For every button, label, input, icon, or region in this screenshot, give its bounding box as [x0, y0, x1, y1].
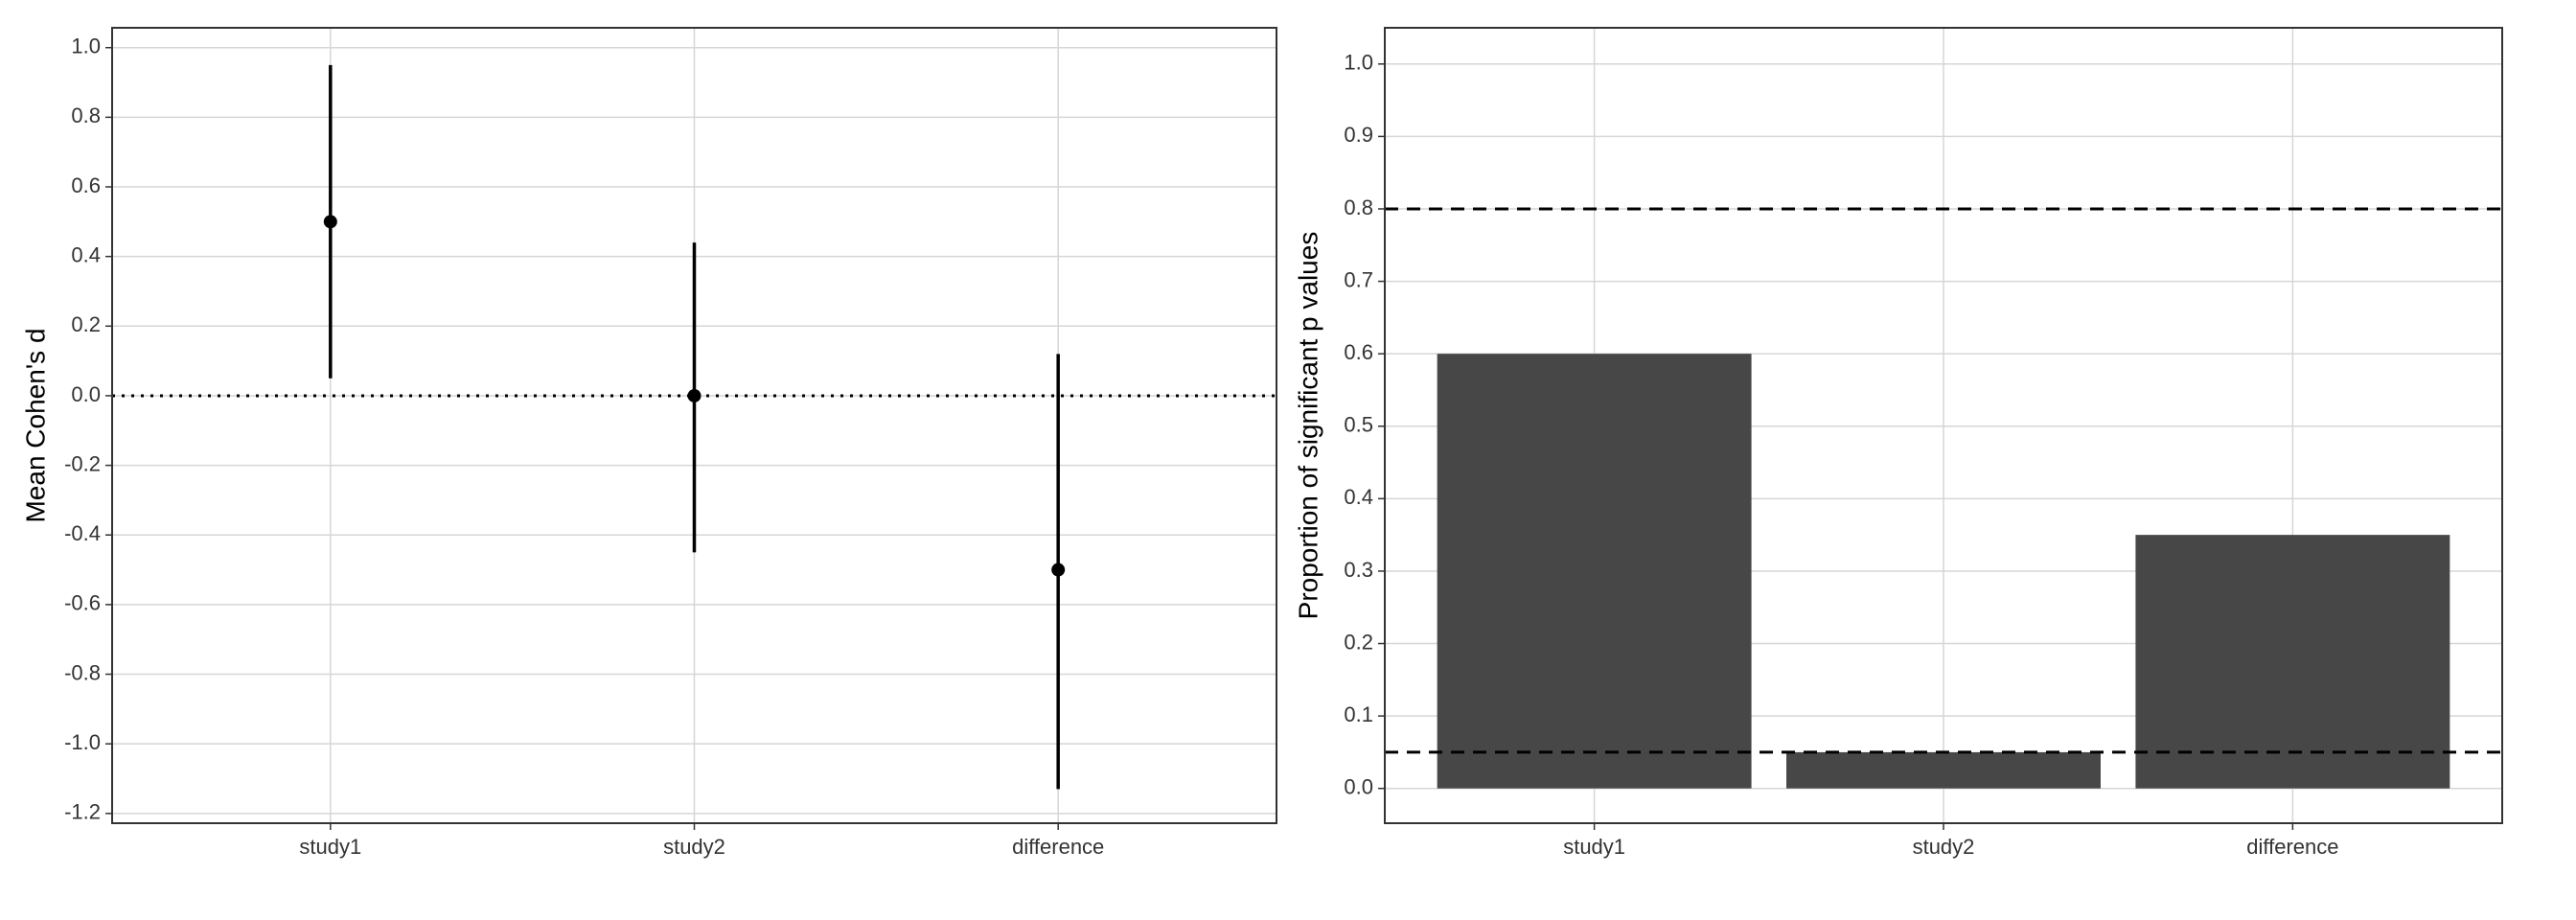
y-axis-title: Proportion of significant p values — [1293, 232, 1322, 620]
x-tick-label: study1 — [299, 835, 361, 859]
y-tick-label: 0.3 — [1344, 558, 1373, 582]
y-tick-label: 0.9 — [1344, 123, 1373, 147]
y-tick-label: 0.7 — [1344, 267, 1373, 291]
y-tick-label: 0.8 — [1344, 196, 1373, 219]
y-tick-label: -1.0 — [64, 730, 101, 754]
x-tick-label: difference — [1012, 835, 1104, 859]
y-tick-label: 0.2 — [1344, 630, 1373, 654]
y-tick-label: 0.1 — [1344, 702, 1373, 726]
x-tick-label: difference — [2246, 835, 2338, 859]
y-tick-label: 0.0 — [71, 382, 101, 406]
y-tick-label: -0.6 — [64, 591, 101, 615]
y-tick-label: 1.0 — [71, 34, 101, 58]
y-tick-label: 0.5 — [1344, 413, 1373, 437]
y-tick-label: 0.4 — [71, 242, 101, 266]
panel: 0.0 0.1 0.2 0.3 0.4 0.5 0.6 0.7 0.8 0.9 1.0 study1 s… — [1293, 27, 2503, 859]
point — [687, 388, 702, 402]
y-tick-label: 0.0 — [1344, 775, 1373, 799]
panel: -1.2 -1.0 -0.8 -0.6 -0.4 -0.2 0.0 0.2 0.4 0.6 0.8 1… — [20, 27, 1277, 859]
y-tick-label: 0.6 — [1344, 340, 1373, 364]
panel-border — [1384, 27, 2503, 824]
y-tick-label: 0.6 — [71, 173, 101, 197]
x-tick-label: study1 — [1563, 835, 1625, 859]
y-axis-title: Mean Cohen's d — [20, 328, 50, 522]
point — [323, 215, 337, 229]
point — [1051, 563, 1066, 577]
y-tick-label: -1.2 — [64, 800, 101, 824]
x-tick-label: study2 — [663, 835, 725, 859]
y-tick-label: -0.8 — [64, 660, 101, 684]
y-tick-label: -0.2 — [64, 451, 101, 475]
y-tick-label: -0.4 — [64, 521, 101, 545]
bar — [1786, 751, 2101, 789]
panel-border — [111, 27, 1277, 824]
y-tick-label: 0.4 — [1344, 485, 1373, 509]
bar — [1437, 354, 1752, 789]
x-tick-label: study2 — [1913, 835, 1975, 859]
y-tick-label: 0.2 — [71, 312, 101, 336]
y-tick-label: 0.8 — [71, 104, 101, 127]
bar — [2135, 535, 2450, 789]
y-tick-label: 1.0 — [1344, 51, 1373, 75]
